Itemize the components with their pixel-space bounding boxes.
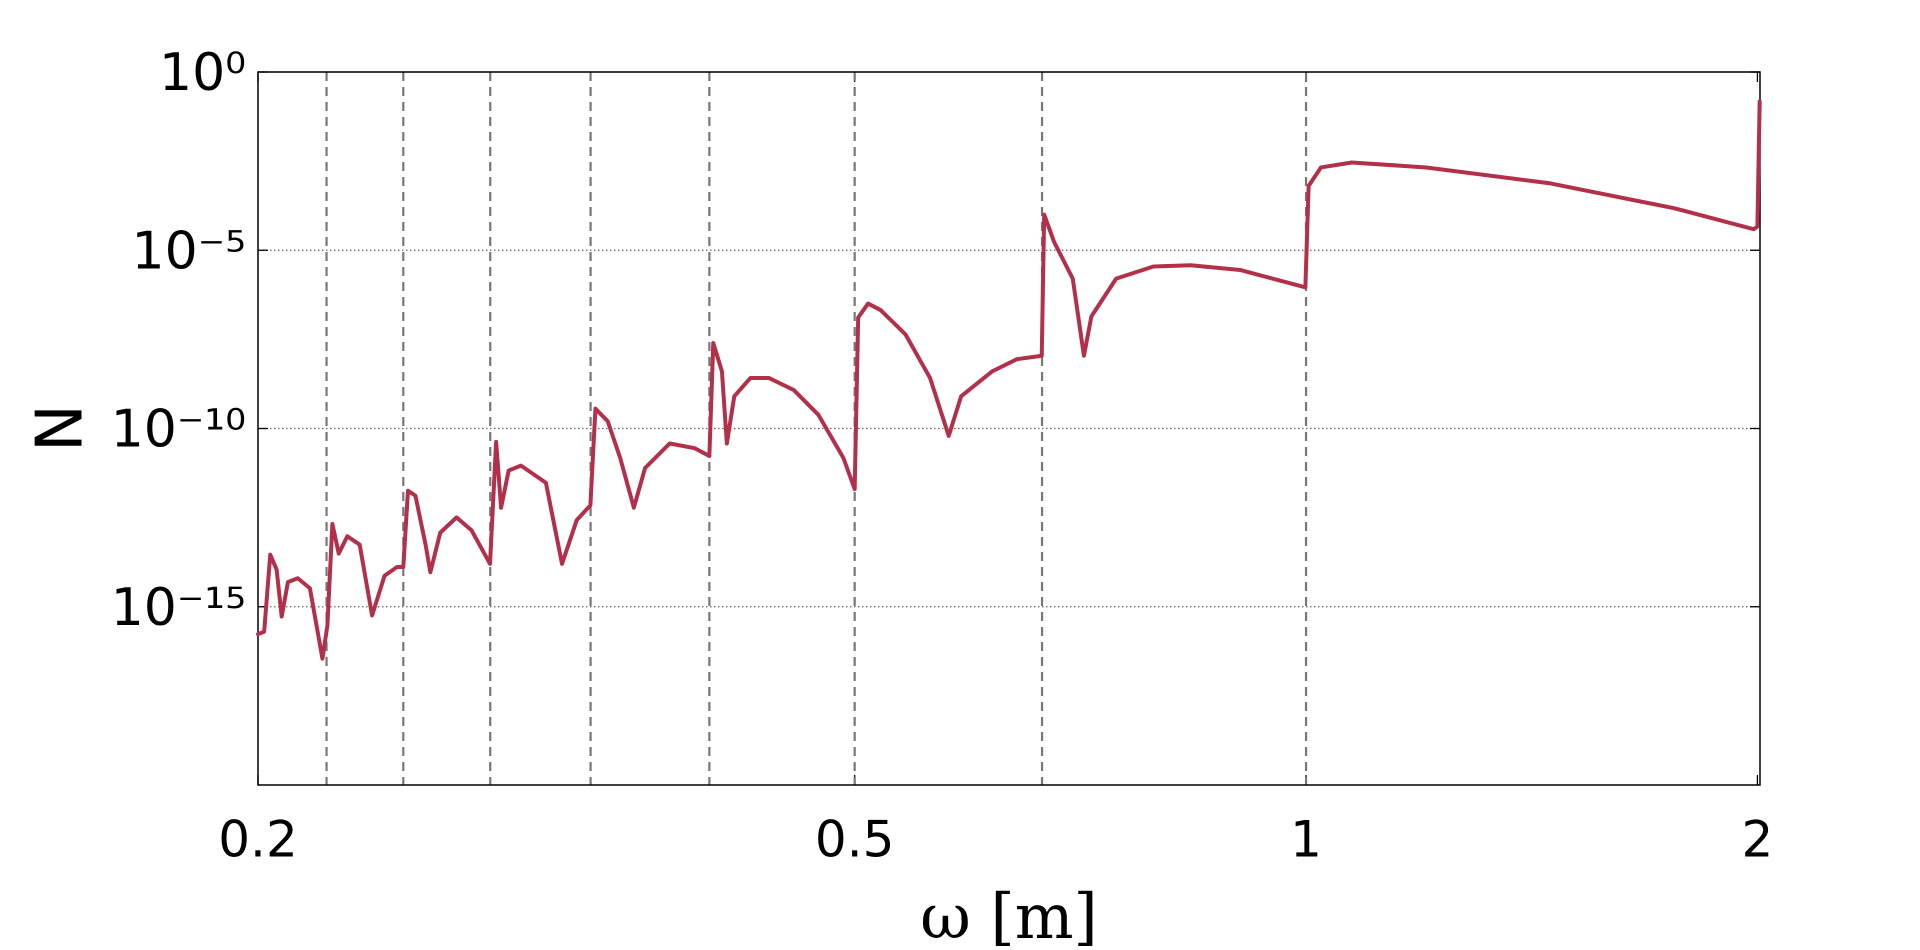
data-line — [256, 99, 1762, 661]
y-tick-label: 10⁻¹⁵ — [111, 578, 246, 638]
x-tick-label: 0.2 — [218, 811, 298, 869]
y-tick-label: 10⁰ — [159, 43, 246, 103]
x-tick-label: 1 — [1290, 811, 1322, 869]
x-axis-label: ω [m] — [920, 880, 1097, 950]
x-tick-label: 0.5 — [815, 811, 895, 869]
x-tick-label: 2 — [1741, 811, 1773, 869]
y-tick-label: 10⁻⁵ — [132, 221, 246, 281]
y-axis-label: N — [24, 404, 98, 452]
plot-frame — [257, 71, 1761, 786]
y-tick-label: 10⁻¹⁰ — [111, 400, 246, 460]
